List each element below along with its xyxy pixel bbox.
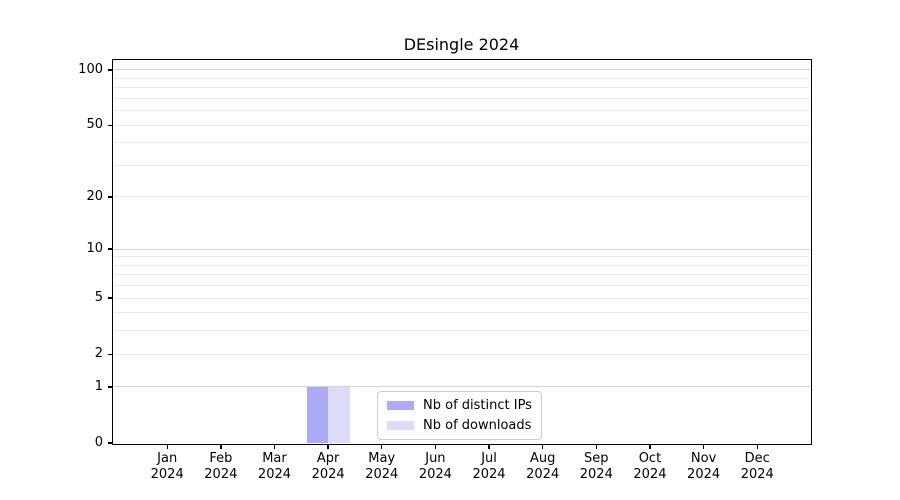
gridline-minor: [113, 285, 810, 287]
y-axis-tick-label: 50: [86, 117, 103, 133]
y-axis-tick-label: 1: [94, 378, 103, 394]
gridline-minor: [113, 264, 810, 266]
gridline-minor: [113, 330, 810, 332]
x-axis-tick-label: Feb 2024: [204, 451, 238, 482]
y-axis-tick-label: 5: [94, 290, 103, 306]
gridline-minor: [113, 196, 810, 198]
gridline-major: [113, 248, 810, 250]
y-axis-tick-label: 20: [86, 188, 103, 204]
chart-title: DEsingle 2024: [403, 35, 520, 54]
gridline-major: [113, 69, 810, 71]
x-axis-tick: [649, 444, 651, 449]
gridline-minor: [113, 274, 810, 276]
legend: Nb of distinct IPs Nb of downloads: [377, 391, 542, 440]
y-axis-tick: [107, 248, 113, 250]
plot-area: [113, 60, 810, 443]
gridline-minor: [113, 312, 810, 314]
gridline-minor: [113, 353, 810, 355]
gridline-minor: [113, 124, 810, 126]
gridline-minor: [113, 87, 810, 89]
y-axis-tick: [107, 297, 113, 299]
bar-downloads: [328, 386, 350, 443]
y-axis-tick-label: 2: [94, 346, 103, 362]
gridline-minor: [113, 297, 810, 299]
x-axis-tick-label: Nov 2024: [687, 451, 721, 482]
x-axis-tick-label: Mar 2024: [257, 451, 292, 482]
gridline-minor: [113, 110, 810, 112]
legend-swatch-distinct-ips-icon: [387, 401, 414, 410]
x-axis-tick-label: Apr 2024: [311, 451, 345, 482]
x-axis-tick: [488, 444, 490, 449]
x-axis-tick-label: Jan 2024: [150, 451, 184, 482]
x-axis-tick: [381, 444, 383, 449]
y-axis-tick-label: 10: [86, 241, 103, 257]
legend-label-downloads: Nb of downloads: [423, 418, 532, 433]
x-axis-tick-label: May 2024: [365, 451, 399, 482]
x-axis-tick: [595, 444, 597, 449]
legend-swatch-downloads-icon: [387, 421, 414, 430]
y-axis-tick: [107, 353, 113, 355]
x-axis-tick: [756, 444, 758, 449]
x-axis-tick: [220, 444, 222, 449]
gridline-minor: [113, 164, 810, 166]
bar-distinct-ips: [306, 386, 329, 443]
x-axis-tick-label: Aug 2024: [526, 451, 560, 482]
x-axis-tick: [434, 444, 437, 449]
gridline-minor: [113, 97, 810, 99]
x-axis-tick: [702, 444, 705, 449]
x-axis-tick-label: Sep 2024: [579, 451, 613, 482]
y-axis-tick: [107, 124, 113, 126]
x-axis-tick: [166, 444, 168, 449]
y-axis-tick: [107, 442, 113, 444]
gridline-minor: [113, 142, 810, 144]
gridline-major: [113, 386, 810, 388]
legend-item-distinct-ips: Nb of distinct IPs: [387, 398, 532, 413]
y-axis-tick: [107, 386, 113, 388]
x-axis-tick: [327, 444, 329, 449]
legend-label-distinct-ips: Nb of distinct IPs: [423, 398, 532, 413]
x-axis-tick-label: Jul 2024: [472, 451, 506, 482]
x-axis-tick: [273, 444, 276, 449]
x-axis-tick-label: Jun 2024: [418, 451, 452, 482]
x-axis-tick-label: Dec 2024: [740, 451, 774, 482]
y-axis-tick: [107, 196, 113, 198]
y-axis-tick-label: 100: [78, 61, 103, 77]
y-axis-tick: [107, 69, 113, 71]
y-axis-tick-label: 0: [94, 435, 103, 450]
x-axis-tick-label: Oct 2024: [633, 451, 667, 482]
x-axis-tick: [541, 444, 544, 449]
gridline-minor: [113, 77, 810, 79]
legend-item-downloads: Nb of downloads: [387, 418, 532, 433]
gridline-minor: [113, 256, 810, 258]
